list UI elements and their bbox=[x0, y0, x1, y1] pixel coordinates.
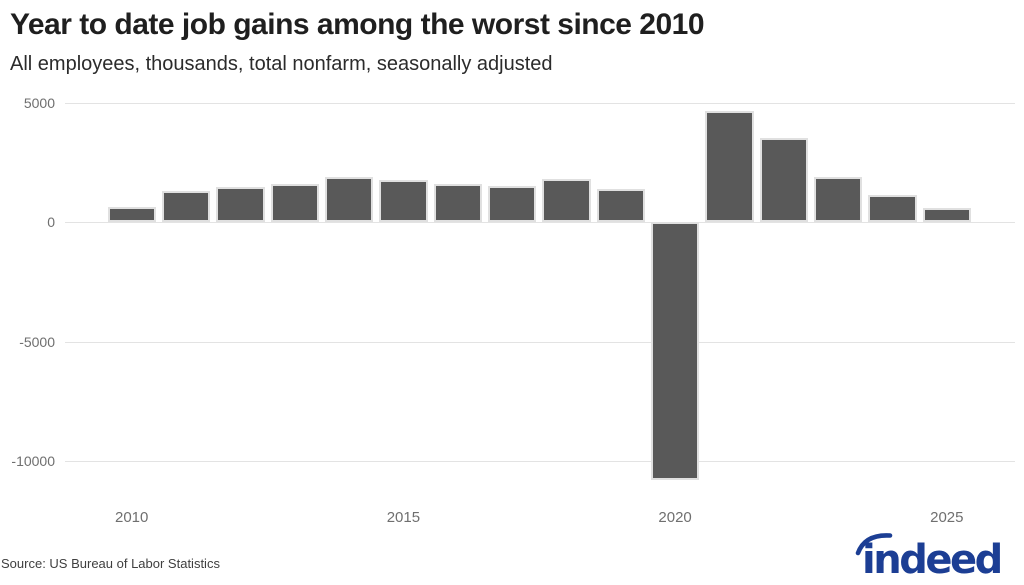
bar-2020 bbox=[650, 222, 700, 481]
y-axis-tick-label: -5000 bbox=[19, 333, 55, 350]
bar-2021 bbox=[705, 110, 754, 222]
chart-title: Year to date job gains among the worst s… bbox=[10, 8, 705, 41]
bar-2013 bbox=[270, 183, 319, 222]
y-axis-tick-label: 0 bbox=[47, 214, 55, 230]
bar-2025 bbox=[922, 207, 971, 222]
gridline-y--5000 bbox=[65, 341, 1015, 343]
bar-2010 bbox=[107, 207, 156, 222]
bar-2024 bbox=[868, 194, 917, 222]
y-axis-tick-label: 5000 bbox=[23, 94, 55, 111]
bar-2022 bbox=[759, 138, 808, 222]
gridline-y-0 bbox=[65, 222, 1015, 223]
bar-2016 bbox=[433, 183, 482, 222]
bar-2018 bbox=[542, 178, 591, 222]
y-axis-tick-label: -10000 bbox=[11, 453, 55, 469]
x-axis-tick-label: 2010 bbox=[115, 509, 149, 526]
x-axis-tick-label: 2015 bbox=[386, 509, 421, 526]
source-note: Source: US Bureau of Labor Statistics bbox=[1, 556, 220, 571]
bar-2014 bbox=[324, 176, 374, 222]
bar-2011 bbox=[161, 190, 211, 222]
indeed-logo: indeed bbox=[855, 533, 1003, 582]
bar-2019 bbox=[596, 188, 645, 222]
chart-subtitle: All employees, thousands, total nonfarm,… bbox=[10, 53, 553, 75]
bar-2012 bbox=[216, 187, 265, 222]
indeed-logo-text: indeed bbox=[862, 537, 1001, 582]
bar-2015 bbox=[379, 180, 428, 222]
bar-2017 bbox=[487, 186, 537, 222]
x-axis-tick-label: 2020 bbox=[658, 509, 692, 526]
gridline-y-5000 bbox=[65, 102, 1015, 104]
indeed-logo-arc bbox=[855, 533, 893, 556]
x-axis-tick-label: 2025 bbox=[930, 509, 964, 526]
bar-2023 bbox=[813, 176, 863, 222]
gridline-y--10000 bbox=[65, 461, 1015, 462]
